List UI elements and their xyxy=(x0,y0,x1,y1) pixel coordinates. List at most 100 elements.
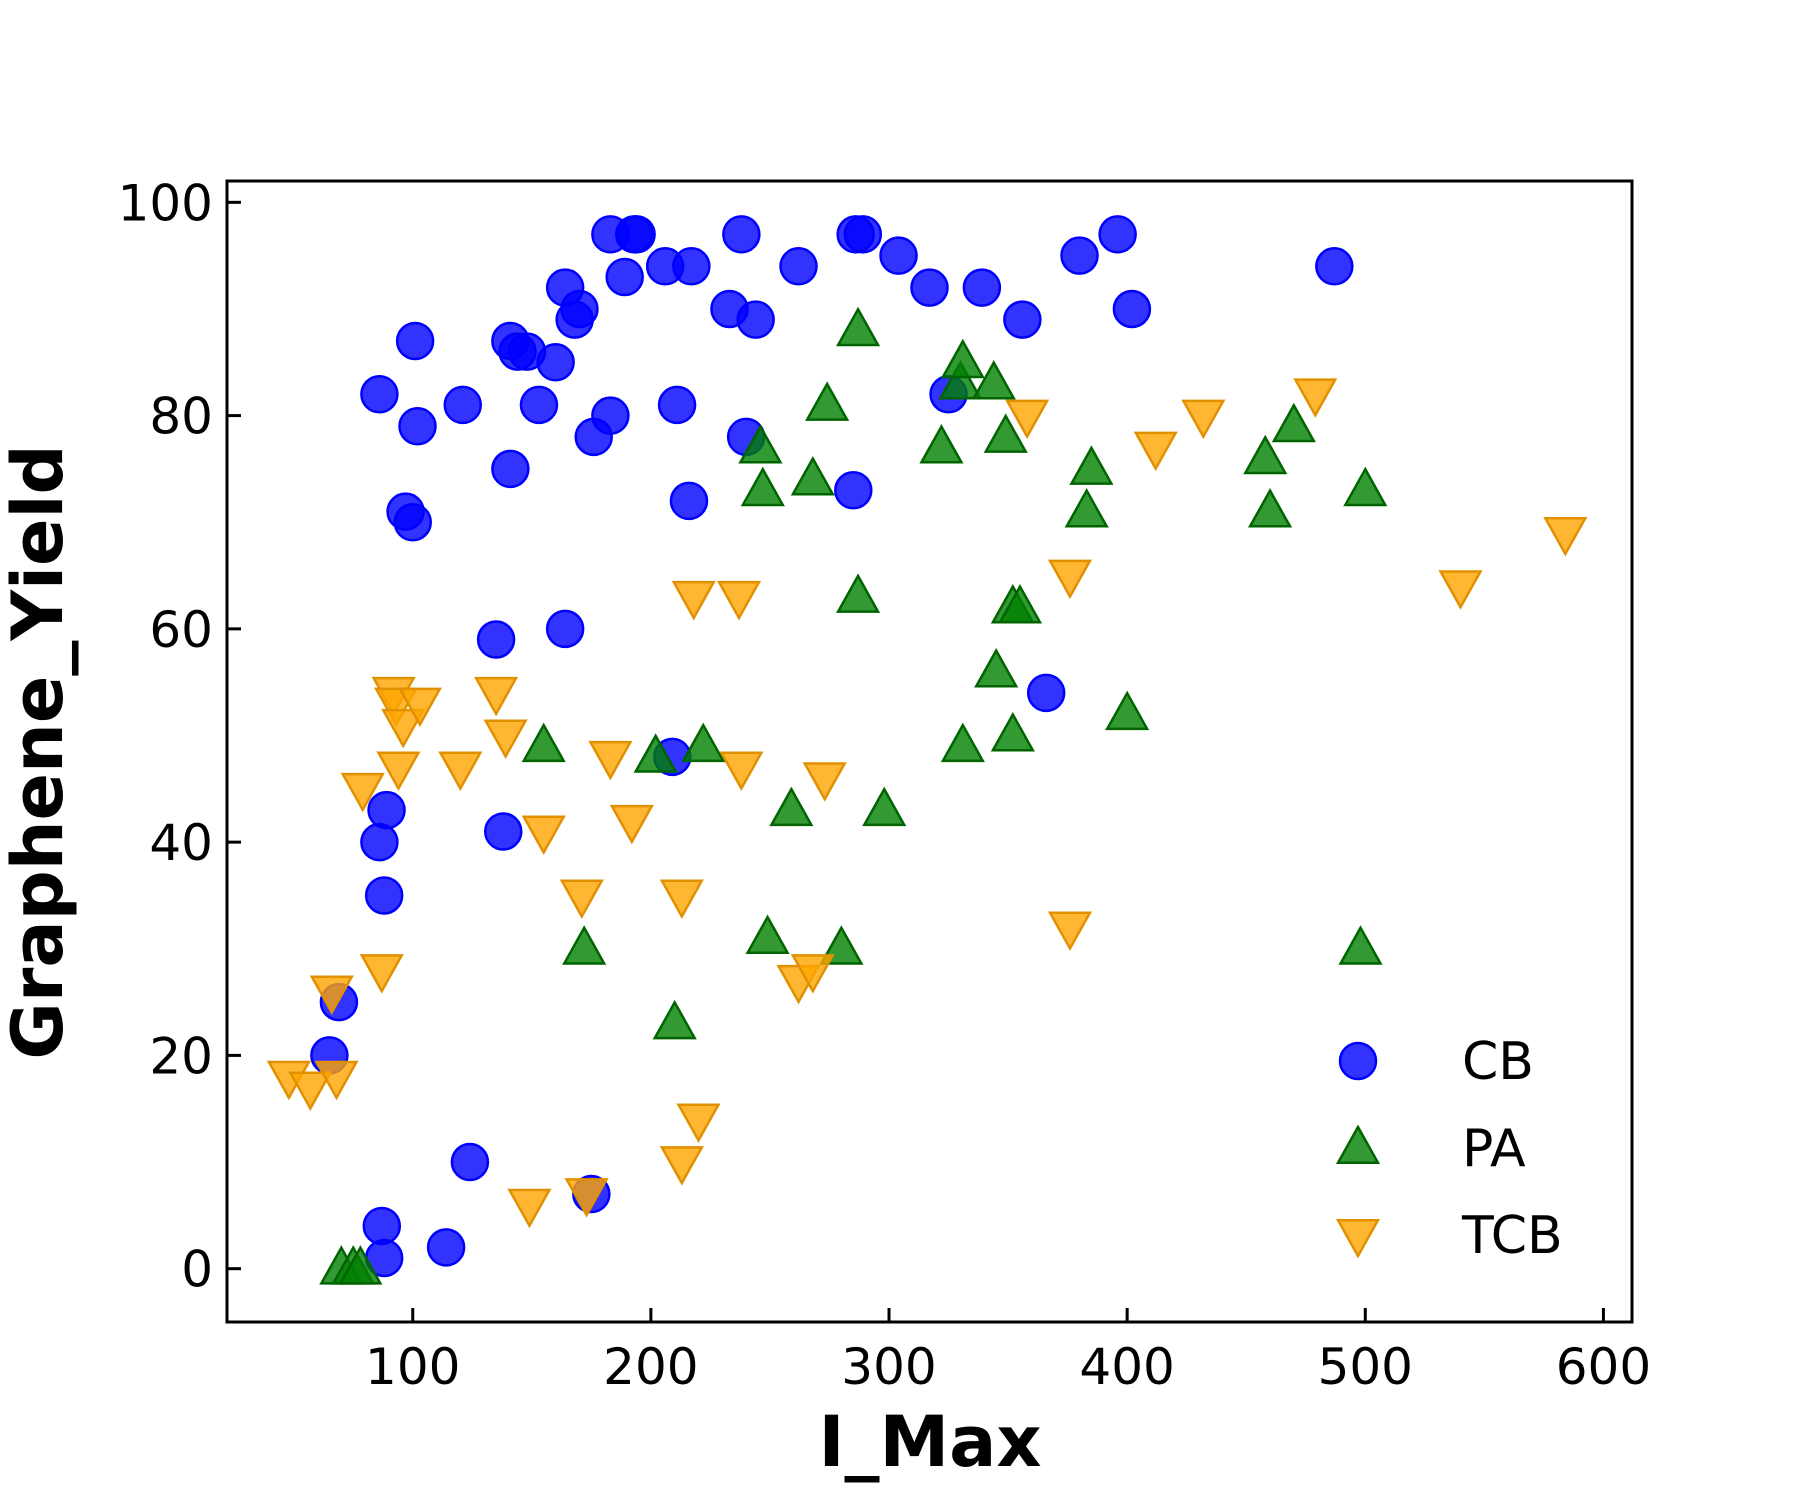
point-tcb xyxy=(671,580,716,621)
x-tick-label: 400 xyxy=(1079,1338,1174,1396)
point-tcb xyxy=(309,975,354,1015)
point-tcb xyxy=(507,1188,552,1229)
y-tick-label: 60 xyxy=(149,601,213,659)
point-pa xyxy=(652,999,697,1040)
point-tcb xyxy=(474,676,519,717)
point-pa xyxy=(971,360,1016,400)
point-pa xyxy=(769,786,814,827)
point-tcb xyxy=(676,1103,721,1143)
legend-label-tcb: TCB xyxy=(1461,1206,1563,1266)
point-cb xyxy=(617,215,656,254)
point-cb xyxy=(879,236,918,275)
series-tcb xyxy=(266,378,1588,1229)
point-pa xyxy=(862,786,907,827)
point-tcb xyxy=(1047,559,1093,600)
point-pa xyxy=(521,722,566,763)
point-cb xyxy=(1003,300,1042,339)
y-tick-label: 20 xyxy=(149,1027,213,1085)
point-tcb xyxy=(609,804,654,845)
point-cb xyxy=(672,247,711,286)
point-pa xyxy=(997,583,1043,624)
point-pa xyxy=(562,925,607,965)
legend-marker-pa xyxy=(1335,1124,1381,1164)
point-tcb xyxy=(438,751,483,792)
point-tcb xyxy=(1133,431,1178,472)
legend-label-cb: CB xyxy=(1462,1032,1534,1092)
point-pa xyxy=(974,647,1019,688)
point-cb xyxy=(736,300,775,339)
y-tick-label: 80 xyxy=(149,388,213,446)
point-cb xyxy=(657,385,697,425)
point-tcb xyxy=(1047,911,1093,952)
point-tcb xyxy=(397,687,442,728)
point-cb xyxy=(910,268,949,307)
x-tick-label: 500 xyxy=(1318,1338,1413,1396)
point-cb xyxy=(362,1206,402,1246)
point-pa xyxy=(1069,445,1114,485)
point-tcb xyxy=(359,954,404,994)
x-tick-label: 200 xyxy=(603,1338,698,1396)
point-cb xyxy=(395,321,435,361)
point-tcb xyxy=(521,815,566,856)
point-cb xyxy=(360,375,399,414)
plot-area: 100 200 300 400 500 600 0 20 40 60 80 100 xyxy=(118,174,1652,1396)
point-pa xyxy=(990,711,1035,752)
legend: CB PA TCB xyxy=(1335,1032,1563,1266)
point-cb xyxy=(364,876,404,915)
point-pa xyxy=(790,456,835,496)
x-tick-label: 100 xyxy=(365,1338,460,1396)
point-pa xyxy=(919,424,964,464)
point-tcb xyxy=(564,1178,609,1218)
point-tcb xyxy=(1543,516,1588,557)
point-pa xyxy=(1247,488,1293,528)
legend-marker-tcb xyxy=(1335,1219,1381,1259)
point-tcb xyxy=(314,1060,359,1101)
point-tcb xyxy=(376,751,421,792)
point-cb xyxy=(483,812,523,851)
point-tcb xyxy=(659,1146,704,1186)
point-pa xyxy=(1064,488,1109,528)
point-cb xyxy=(1315,247,1354,286)
point-pa xyxy=(740,466,785,507)
point-pa xyxy=(940,722,985,763)
point-cb xyxy=(1026,673,1066,713)
point-tcb xyxy=(1181,399,1226,440)
point-cb xyxy=(450,1142,490,1182)
point-pa xyxy=(1271,402,1316,443)
point-pa xyxy=(1343,466,1388,507)
point-pa xyxy=(633,733,678,773)
point-pa xyxy=(983,413,1028,453)
y-tick-label: 40 xyxy=(149,814,213,872)
point-cb xyxy=(722,215,761,254)
point-tcb xyxy=(716,580,762,621)
point-pa xyxy=(1338,925,1383,965)
point-pa xyxy=(338,1245,383,1285)
y-axis-label: Graphene_Yield xyxy=(0,444,79,1059)
point-cb xyxy=(367,790,406,830)
plot-frame xyxy=(225,179,1634,1324)
point-cb xyxy=(591,396,630,435)
y-axis-ticks: 0 20 40 60 80 100 xyxy=(118,174,241,1299)
point-cb xyxy=(843,215,883,254)
point-pa xyxy=(805,381,850,421)
point-tcb xyxy=(559,879,604,920)
point-cb xyxy=(360,822,399,862)
point-pa xyxy=(835,573,881,613)
point-cb xyxy=(605,257,644,297)
data-points xyxy=(266,215,1588,1285)
point-pa xyxy=(835,306,881,347)
x-tick-label: 300 xyxy=(841,1338,936,1396)
x-axis-label: I_Max xyxy=(818,1401,1041,1483)
point-tcb xyxy=(659,879,704,920)
point-tcb xyxy=(1005,399,1050,440)
legend-marker-cb xyxy=(1338,1041,1378,1081)
point-cb xyxy=(426,1228,466,1267)
point-pa xyxy=(1243,434,1288,475)
series-pa xyxy=(319,306,1388,1285)
point-pa xyxy=(738,424,783,464)
point-tcb xyxy=(381,708,426,749)
y-tick-label: 0 xyxy=(181,1241,213,1299)
point-cb xyxy=(491,449,530,489)
point-cb xyxy=(834,470,873,510)
